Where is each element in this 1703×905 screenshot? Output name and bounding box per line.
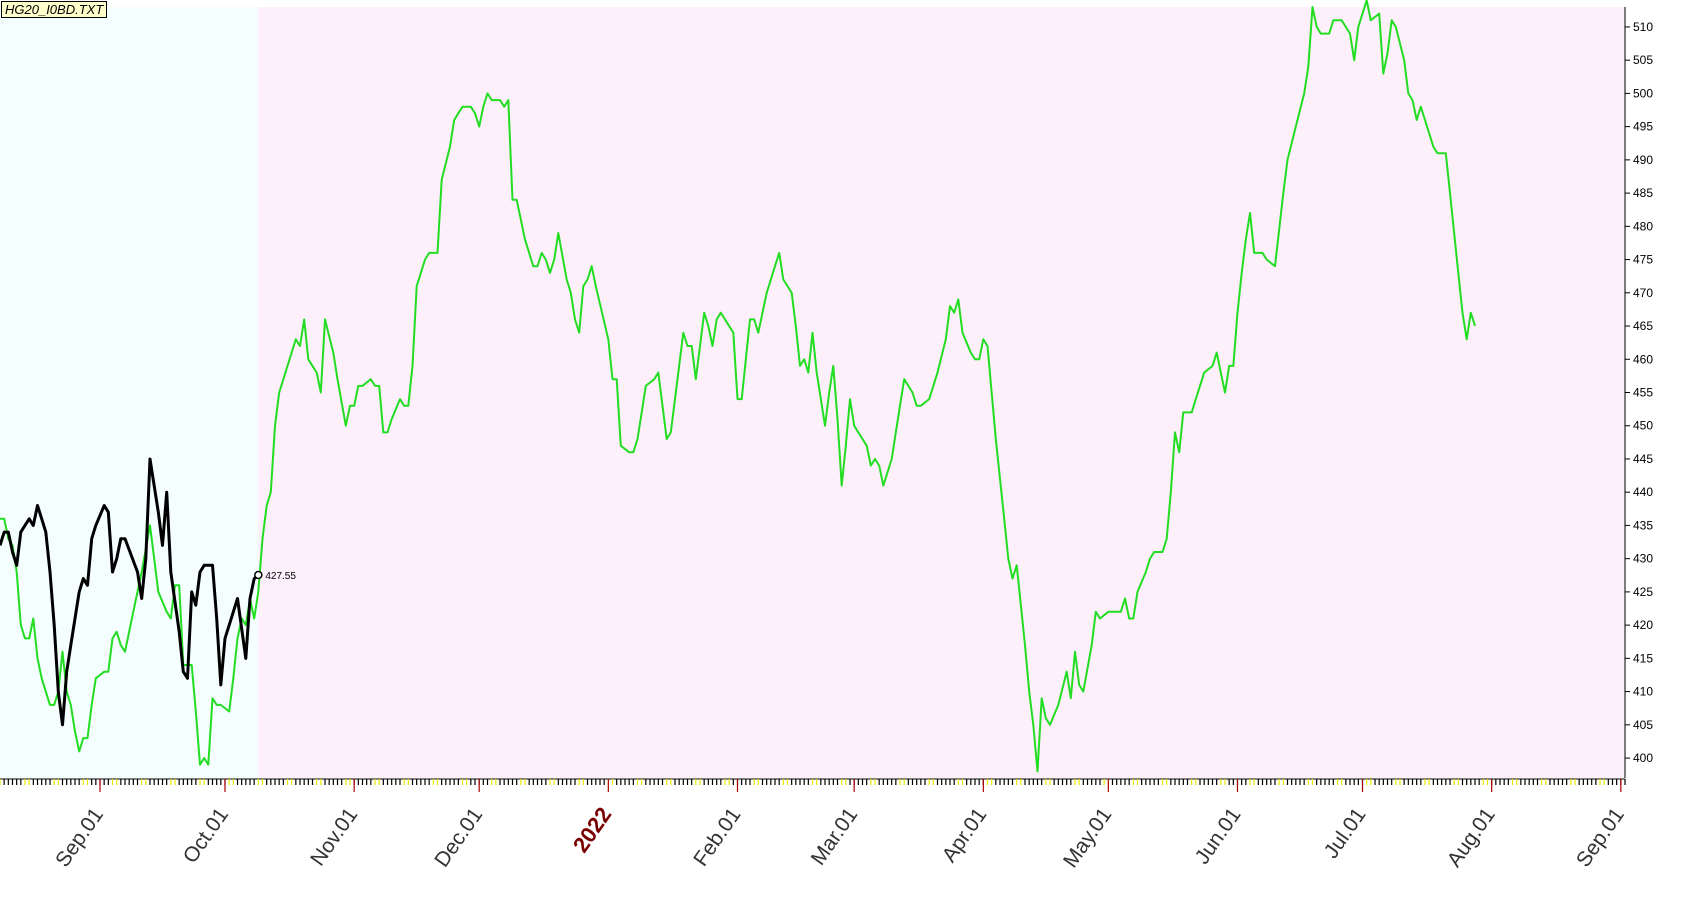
- y-tick-label: 425: [1633, 585, 1653, 599]
- y-tick-label: 500: [1633, 86, 1653, 100]
- x-tick-label: Dec.01: [430, 804, 487, 872]
- y-tick-label: 460: [1633, 352, 1653, 366]
- y-tick-label: 420: [1633, 618, 1653, 632]
- forecast-background: [258, 7, 1625, 778]
- end-marker: 427.55: [254, 570, 296, 582]
- y-tick-label: 440: [1633, 485, 1653, 499]
- y-tick-label: 510: [1633, 20, 1653, 34]
- file-name-label: HG20_I0BD.TXT: [1, 1, 108, 18]
- end-value-label: 427.55: [265, 571, 296, 582]
- x-tick-label: Jul.01: [1320, 804, 1371, 863]
- x-axis: Sep.01 Oct.01 Nov.01 Dec.01 2022 Feb.01 Mar.01…: [0, 778, 1629, 872]
- series-layer: [0, 0, 1476, 773]
- x-tick-label: May.01: [1059, 804, 1116, 872]
- history-background: [0, 7, 259, 778]
- y-tick-label: 400: [1633, 751, 1653, 765]
- green-series-line: [0, 0, 1476, 773]
- y-tick-label: 445: [1633, 452, 1653, 466]
- y-tick-label: 405: [1633, 718, 1653, 732]
- y-tick-label: 505: [1633, 53, 1653, 67]
- x-tick-label: Aug.01: [1443, 804, 1500, 872]
- x-tick-label: Feb.01: [689, 804, 745, 871]
- x-tick-label: Nov.01: [306, 804, 362, 870]
- y-axis: 400 405 410 415 420 425 430 435 440 445 450 455 460 4…: [1624, 7, 1653, 778]
- y-tick-label: 415: [1633, 651, 1653, 665]
- y-tick-label: 480: [1633, 219, 1653, 233]
- y-tick-label: 455: [1633, 386, 1653, 400]
- x-tick-label: 2022: [568, 803, 617, 857]
- x-tick-label: Sep.01: [1572, 804, 1629, 872]
- y-tick-label: 485: [1633, 186, 1653, 200]
- x-tick-label: Mar.01: [807, 804, 863, 870]
- x-tick-label: Sep.01: [51, 804, 108, 872]
- y-tick-label: 475: [1633, 253, 1653, 267]
- y-tick-label: 490: [1633, 153, 1653, 167]
- x-tick-label: Jun.01: [1191, 804, 1246, 869]
- x-tick-label: Oct.01: [179, 804, 233, 868]
- y-tick-label: 410: [1633, 685, 1653, 699]
- black-series-line: [0, 457, 260, 727]
- y-tick-label: 495: [1633, 120, 1653, 134]
- y-tick-label: 430: [1633, 552, 1653, 566]
- y-tick-label: 435: [1633, 518, 1653, 532]
- x-tick-label: Apr.01: [938, 804, 992, 867]
- end-point-marker: [254, 570, 263, 580]
- y-tick-label: 465: [1633, 319, 1653, 333]
- y-tick-label: 450: [1633, 419, 1653, 433]
- y-tick-label: 470: [1633, 286, 1653, 300]
